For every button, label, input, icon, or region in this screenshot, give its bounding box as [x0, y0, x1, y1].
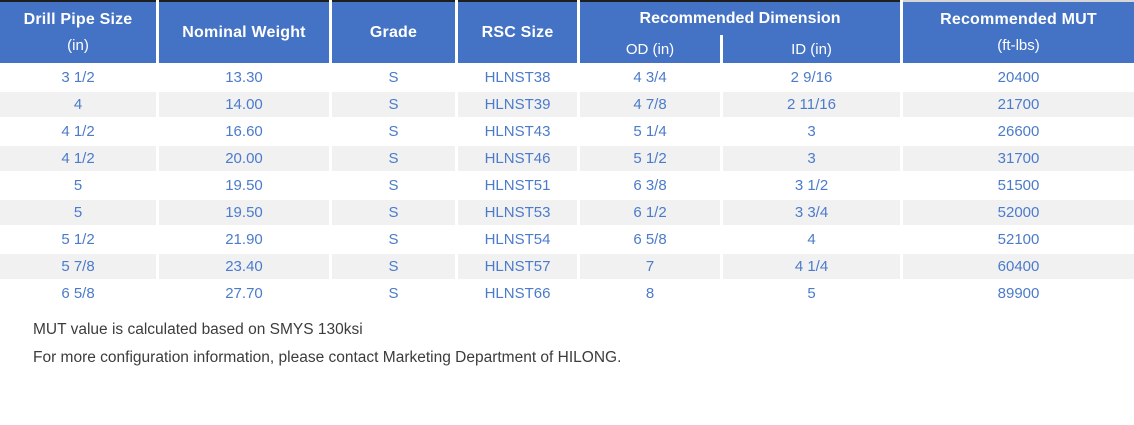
table-cell: HLNST54: [484, 231, 551, 248]
footnotes: MUT value is calculated based on SMYS 13…: [33, 316, 1134, 372]
table-cell: 5: [807, 285, 816, 302]
table-cell: 31700: [903, 146, 1134, 171]
table-cell: 2 11/16: [723, 92, 900, 117]
table-cell: 89900: [997, 285, 1040, 302]
header-label: RSC Size: [481, 23, 554, 41]
table-cell: 19.50: [159, 200, 329, 225]
table-cell: 20.00: [159, 146, 329, 171]
table-row: 4 1/2 20.00 S HLNST46 5 1/2 3 31700: [0, 146, 1134, 171]
table-row: 5 19.50 S HLNST51 6 3/8 3 1/2 51500: [0, 173, 1134, 198]
table-cell: 19.50: [225, 177, 263, 194]
header-label: Recommended MUT: [940, 10, 1097, 28]
table-cell: HLNST38: [484, 69, 551, 86]
header-unit: (in): [67, 37, 89, 55]
table-cell: 4 1/2: [0, 146, 156, 171]
table-cell: 3 1/2: [61, 69, 95, 86]
table-cell: 52000: [903, 200, 1134, 225]
note-contact: For more configuration information, plea…: [33, 349, 622, 366]
table-row: 4 14.00 S HLNST39 4 7/8 2 11/16 21700: [0, 92, 1134, 117]
table-cell: 4 1/2: [61, 123, 95, 140]
table-row: 6 5/8 27.70 S HLNST66 8 5 89900: [0, 281, 1134, 306]
table-cell: 5 1/2: [61, 231, 95, 248]
table-cell: S: [332, 200, 455, 225]
header-drill-pipe-size: Drill Pipe Size (in): [0, 0, 156, 63]
table-row: 5 7/8 23.40 S HLNST57 7 4 1/4 60400: [0, 254, 1134, 279]
table-row: 4 1/2 16.60 S HLNST43 5 1/4 3 26600: [0, 119, 1134, 144]
drill-pipe-spec-table: Drill Pipe Size (in) Nominal Weight Grad…: [0, 0, 1134, 306]
table-cell: HLNST43: [484, 123, 551, 140]
header-recommended-mut: Recommended MUT (ft-lbs): [903, 0, 1134, 63]
table-row: 3 1/2 13.30 S HLNST38 4 3/4 2 9/16 20400: [0, 65, 1134, 90]
table-cell: 5: [0, 200, 156, 225]
table-cell: 5 7/8: [0, 254, 156, 279]
note-mut-basis: MUT value is calculated based on SMYS 13…: [33, 321, 363, 338]
table-cell: 27.70: [225, 285, 263, 302]
table-cell: 13.30: [225, 69, 263, 86]
header-od: OD (in): [625, 40, 675, 58]
table-cell: HLNST57: [458, 254, 577, 279]
table-cell: 6 5/8: [61, 285, 95, 302]
table-cell: 4 7/8: [580, 92, 720, 117]
table-cell: HLNST66: [484, 285, 551, 302]
header-label: Recommended Dimension: [639, 9, 841, 27]
header-label: Nominal Weight: [182, 23, 306, 41]
table-cell: HLNST46: [458, 146, 577, 171]
table-cell: 4: [807, 231, 816, 248]
table-cell: 8: [645, 285, 655, 302]
table-cell: 5: [73, 177, 83, 194]
header-nominal-weight: Nominal Weight: [159, 0, 329, 63]
table-row: 5 1/2 21.90 S HLNST54 6 5/8 4 52100: [0, 227, 1134, 252]
table-cell: S: [388, 177, 399, 194]
table-cell: S: [332, 254, 455, 279]
table-cell: 60400: [903, 254, 1134, 279]
table-body: 3 1/2 13.30 S HLNST38 4 3/4 2 9/16 20400 4 14.00…: [0, 65, 1134, 306]
table-cell: 26600: [997, 123, 1040, 140]
table-cell: 6 1/2: [580, 200, 720, 225]
table-cell: HLNST53: [458, 200, 577, 225]
header-label: Grade: [369, 23, 418, 41]
table-cell: 21700: [903, 92, 1134, 117]
header-dimension-subrow: OD (in) ID (in): [580, 35, 900, 63]
table-cell: 51500: [997, 177, 1040, 194]
table-cell: 3: [807, 123, 816, 140]
table-header: Drill Pipe Size (in) Nominal Weight Grad…: [0, 0, 1134, 63]
table-cell: 21.90: [225, 231, 263, 248]
header-rsc-size: RSC Size: [458, 0, 577, 63]
table-cell: 14.00: [159, 92, 329, 117]
header-grade: Grade: [332, 0, 455, 63]
table-cell: 4 1/4: [723, 254, 900, 279]
table-cell: 3 1/2: [794, 177, 829, 194]
table-cell: S: [388, 285, 399, 302]
header-label: Drill Pipe Size: [23, 10, 133, 28]
table-cell: S: [388, 231, 399, 248]
table-cell: 5 1/2: [580, 146, 720, 171]
header-recommended-dimension-group: Recommended Dimension OD (in) ID (in): [580, 0, 900, 63]
table-cell: 20400: [997, 69, 1040, 86]
table-cell: 2 9/16: [790, 69, 833, 86]
table-cell: 16.60: [225, 123, 263, 140]
table-cell: 6 3/8: [633, 177, 667, 194]
table-cell: 23.40: [159, 254, 329, 279]
table-cell: S: [332, 146, 455, 171]
table-row: 5 19.50 S HLNST53 6 1/2 3 3/4 52000: [0, 200, 1134, 225]
table-cell: 6 5/8: [633, 231, 667, 248]
table-cell: S: [332, 92, 455, 117]
table-cell: S: [388, 69, 399, 86]
table-cell: 4 3/4: [633, 69, 667, 86]
table-cell: 52100: [997, 231, 1040, 248]
table-cell: 3: [723, 146, 900, 171]
header-id: ID (in): [791, 40, 832, 58]
header-unit: (ft-lbs): [997, 37, 1040, 55]
table-cell: HLNST51: [484, 177, 551, 194]
table-cell: S: [388, 123, 399, 140]
table-cell: HLNST39: [458, 92, 577, 117]
table-cell: 7: [580, 254, 720, 279]
table-cell: 3 3/4: [723, 200, 900, 225]
column-divider: [720, 35, 723, 63]
table-cell: 4: [0, 92, 156, 117]
table-cell: 5 1/4: [633, 123, 667, 140]
